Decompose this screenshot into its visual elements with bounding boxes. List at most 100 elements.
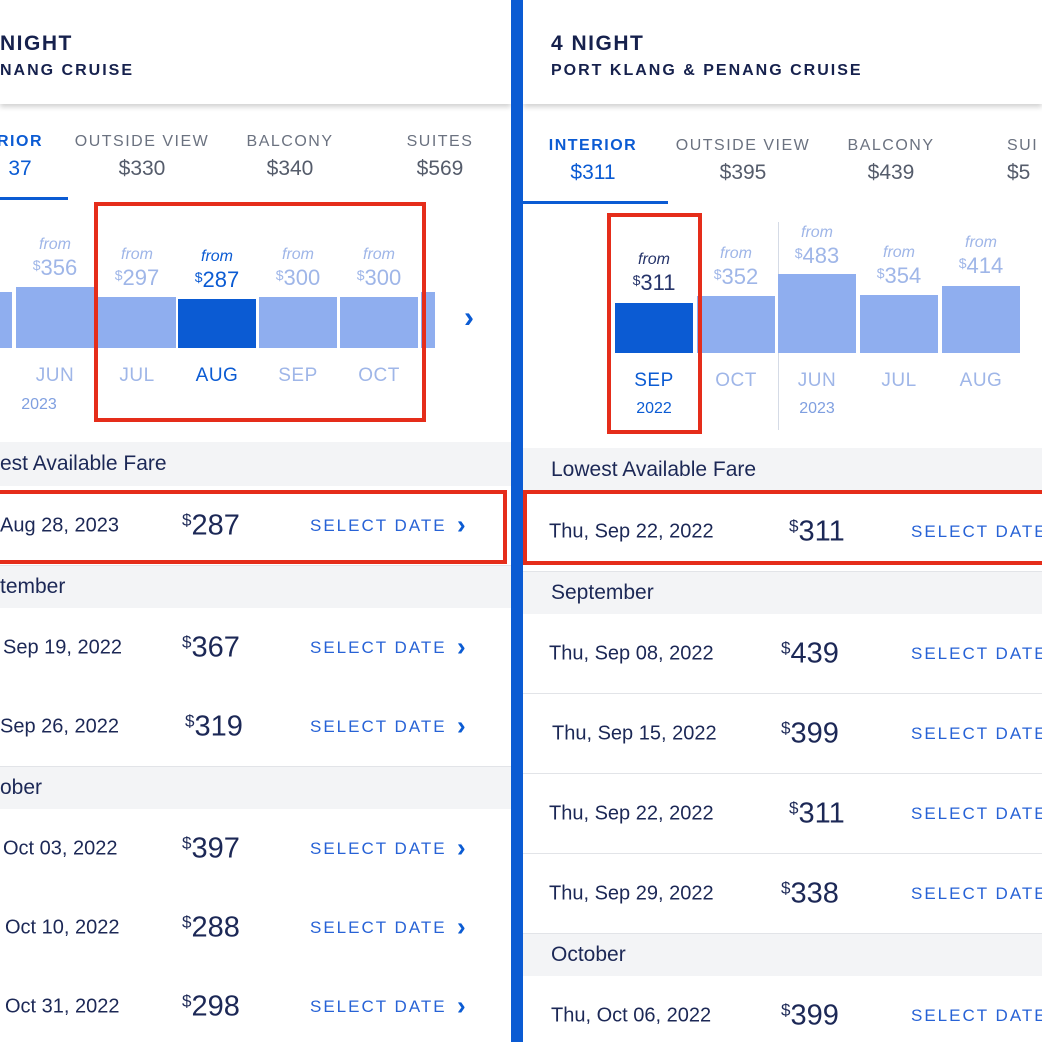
select-date-button[interactable]: SELECT DATE: [911, 643, 1042, 663]
currency-symbol: $: [194, 269, 203, 285]
chevron-right-icon[interactable]: ›: [464, 301, 474, 334]
month-fare: $354: [860, 265, 938, 287]
year-label: 2023: [799, 400, 835, 417]
select-date-button[interactable]: SELECT DATE: [310, 996, 447, 1016]
sailing-price: $287: [182, 509, 240, 542]
sailing-row[interactable]: Thu, Sep 15, 2022 $399 SELECT DATE: [523, 694, 1042, 774]
chevron-right-icon[interactable]: ›: [457, 831, 466, 862]
tab-interior[interactable]: INTERIOR $311: [545, 137, 641, 185]
lowest-fare-row[interactable]: Thu, Sep 22, 2022 $311 SELECT DATE: [523, 492, 1042, 572]
tab-outside-view[interactable]: OUTSIDE VIEW $330: [72, 133, 212, 181]
month-label: OCT: [715, 370, 757, 391]
sailing-row[interactable]: Oct 31, 2022 $298 SELECT DATE ›: [0, 967, 511, 1042]
sailing-row[interactable]: Thu, Sep 29, 2022 $338 SELECT DATE: [523, 854, 1042, 934]
tab-suites[interactable]: SUITES $569: [395, 133, 485, 181]
month-bar-jul[interactable]: [98, 297, 176, 348]
month-fare-value: 483: [802, 243, 840, 268]
month-bar-jun[interactable]: [778, 274, 856, 353]
select-date-button[interactable]: SELECT DATE: [310, 917, 447, 937]
cruise-route-title: PORT KLANG & PENANG CRUISE: [551, 62, 863, 79]
month-fare: $297: [98, 267, 176, 289]
month-fare-value: 297: [122, 265, 160, 290]
sailing-price: $338: [781, 877, 839, 910]
tab-balcony[interactable]: BALCONY $340: [235, 133, 345, 181]
select-date-button[interactable]: SELECT DATE: [911, 883, 1042, 903]
currency-symbol: $: [182, 912, 192, 931]
select-date-button[interactable]: SELECT DATE: [911, 803, 1042, 823]
tab-suites[interactable]: SUI $5: [1007, 137, 1042, 185]
from-label: from: [720, 245, 752, 262]
year-label: 2022: [636, 400, 672, 417]
currency-symbol: $: [182, 510, 192, 529]
currency-symbol: $: [182, 833, 192, 852]
month-fare-label: from $356: [16, 237, 94, 279]
tab-price: $5: [1007, 161, 1031, 184]
tab-label: SUI: [1007, 137, 1039, 154]
select-date-button[interactable]: SELECT DATE: [310, 716, 447, 736]
month-bar-aug[interactable]: [942, 286, 1020, 353]
month-fare: $356: [16, 257, 94, 279]
sailing-price: $399: [781, 717, 839, 750]
chevron-right-icon[interactable]: ›: [457, 508, 466, 539]
month-bar-sep[interactable]: [259, 297, 337, 348]
lowest-fare-row[interactable]: Aug 28, 2023 $287 SELECT DATE ›: [0, 486, 511, 566]
chevron-right-icon[interactable]: ›: [457, 630, 466, 661]
select-date-button[interactable]: SELECT DATE: [310, 838, 447, 858]
sailing-price: $311: [789, 515, 845, 548]
sailing-price-value: 311: [798, 515, 845, 547]
month-fare-label: from $483: [778, 225, 856, 267]
sailing-price: $298: [182, 990, 240, 1023]
tab-interior[interactable]: RIOR 37: [0, 133, 50, 181]
from-label: from: [965, 234, 997, 251]
sailing-price-value: 288: [191, 911, 240, 943]
tab-price: $311: [570, 161, 616, 184]
tab-price: $395: [719, 161, 767, 184]
month-bar-partial[interactable]: [421, 292, 435, 348]
month-label: JUN: [797, 370, 837, 391]
tab-outside-view[interactable]: OUTSIDE VIEW $395: [671, 137, 815, 185]
month-fare-label: from $297: [98, 247, 176, 289]
sailing-date: Thu, Sep 29, 2022: [549, 882, 714, 904]
month-section-header: October: [523, 934, 1042, 976]
sailing-row[interactable]: Oct 10, 2022 $288 SELECT DATE ›: [0, 888, 511, 968]
select-date-button[interactable]: SELECT DATE: [310, 515, 447, 535]
sailing-row[interactable]: Thu, Oct 06, 2022 $399 SELECT DATE: [523, 976, 1042, 1042]
sailing-price: $311: [789, 797, 845, 830]
right-cruise-panel: 4 NIGHT PORT KLANG & PENANG CRUISE INTER…: [523, 0, 1042, 1042]
sailing-row[interactable]: Thu, Sep 08, 2022 $439 SELECT DATE: [523, 614, 1042, 694]
month-bar-aug-selected[interactable]: [178, 299, 256, 348]
lowest-fare-header: est Available Fare: [0, 442, 511, 486]
chevron-right-icon[interactable]: ›: [457, 989, 466, 1020]
sailing-row[interactable]: Sep 26, 2022 $319 SELECT DATE ›: [0, 687, 511, 767]
select-date-button[interactable]: SELECT DATE: [911, 1005, 1042, 1025]
month-bar-jun[interactable]: [16, 287, 94, 348]
currency-symbol: $: [114, 267, 123, 283]
from-label: from: [363, 246, 395, 263]
month-bar-oct[interactable]: [697, 296, 775, 353]
lowest-fare-header: Lowest Available Fare: [523, 448, 1042, 492]
month-bar-partial[interactable]: [0, 292, 12, 348]
sailing-row[interactable]: Thu, Sep 22, 2022 $311 SELECT DATE: [523, 774, 1042, 854]
month-label: JUL: [119, 365, 155, 386]
sailing-date: Thu, Oct 06, 2022: [551, 1004, 712, 1026]
select-date-button[interactable]: SELECT DATE: [911, 521, 1042, 541]
currency-symbol: $: [958, 255, 967, 271]
tab-label: BALCONY: [847, 137, 935, 154]
month-fare: $300: [340, 267, 418, 289]
sailing-row[interactable]: Sep 19, 2022 $367 SELECT DATE ›: [0, 608, 511, 688]
month-fare: $311: [615, 272, 693, 294]
chevron-right-icon[interactable]: ›: [457, 709, 466, 740]
tab-balcony[interactable]: BALCONY $439: [841, 137, 941, 185]
sailing-row[interactable]: Oct 03, 2022 $397 SELECT DATE ›: [0, 809, 511, 889]
sailing-price-value: 298: [191, 990, 240, 1022]
select-date-button[interactable]: SELECT DATE: [911, 723, 1042, 743]
cruise-header: 4 NIGHT PORT KLANG & PENANG CRUISE: [523, 0, 1042, 104]
select-date-button[interactable]: SELECT DATE: [310, 637, 447, 657]
month-bar-jul[interactable]: [860, 295, 938, 353]
month-fare-value: 354: [884, 263, 922, 288]
tab-label: OUTSIDE VIEW: [74, 133, 210, 150]
currency-symbol: $: [781, 638, 791, 657]
month-bar-oct[interactable]: [340, 297, 418, 348]
month-bar-sep-selected[interactable]: [615, 303, 693, 353]
chevron-right-icon[interactable]: ›: [457, 910, 466, 941]
